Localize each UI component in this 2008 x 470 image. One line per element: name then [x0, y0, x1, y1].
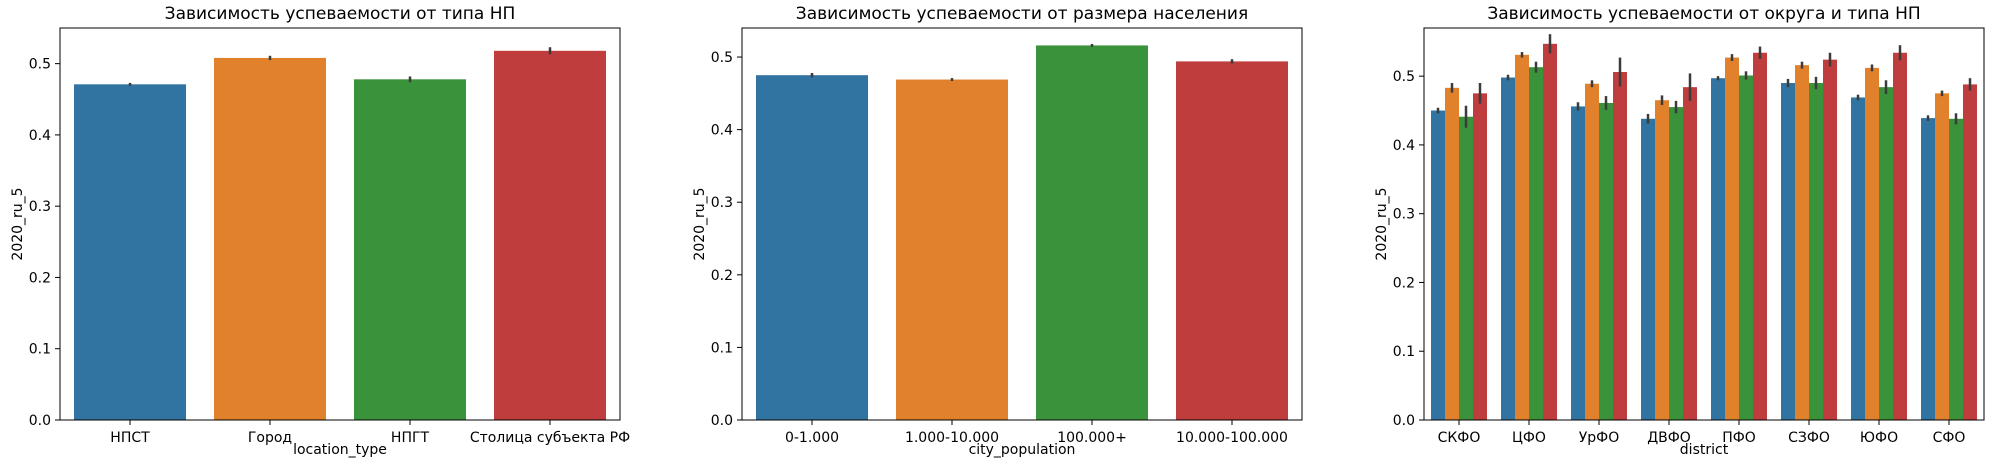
bar [1036, 45, 1148, 421]
y-axis-label: 2020_ru_5 [10, 187, 26, 260]
bar [1823, 59, 1837, 421]
bar [1963, 84, 1977, 421]
x-axis-label: city_population [969, 442, 1076, 458]
y-tick-label: 0.5 [29, 57, 51, 73]
bar [1641, 118, 1655, 421]
bar [1515, 54, 1529, 421]
x-tick-label: СКФО [1438, 430, 1481, 446]
plot-area: 0.0 0.1 0.2 0.3 0.4 0.5 НПСТ Город НПГТ Столица с… [29, 47, 630, 446]
y-tick-label: 0.2 [29, 270, 51, 286]
bar [1459, 116, 1473, 420]
bar [1865, 67, 1879, 420]
chart-panel-location-type: Зависимость успеваемости от типа НП 0.00… [10, 4, 630, 458]
y-tick-label: 0.4 [1393, 138, 1415, 154]
y-tick-label: 0.1 [29, 342, 51, 358]
bar [1473, 93, 1487, 420]
bar [74, 84, 186, 420]
y-axis-label: 2020_ru_5 [692, 187, 708, 260]
x-tick-label: ЮФО [1860, 430, 1898, 446]
y-tick-label: 0.3 [1393, 207, 1415, 223]
bar [1935, 93, 1949, 420]
x-tick-label: УрФО [1579, 430, 1620, 446]
chart-title: Зависимость успеваемости от размера насе… [796, 4, 1248, 24]
y-tick-label: 0.3 [29, 199, 51, 215]
plot-frame [741, 27, 1303, 421]
bar [1529, 67, 1543, 420]
bar [896, 79, 1008, 420]
bar [1921, 118, 1935, 421]
bar [1739, 75, 1753, 420]
x-tick-label: 10.000-100.000 [1176, 430, 1288, 446]
plot-frame [59, 27, 621, 421]
bar [1669, 107, 1683, 421]
plot-area: 0.0 0.1 0.2 0.3 0.4 0.5 СКФО ЦФО УрФО ДВФО ПФО СЗФО… [1393, 34, 1977, 446]
chart-title: Зависимость успеваемости от типа НП [165, 4, 516, 24]
bar [1725, 57, 1739, 420]
chart-panel-district: Зависимость успеваемости от округа и тип… [1374, 4, 1985, 458]
x-tick-label: 1.000-10.000 [905, 430, 999, 446]
bar [1893, 52, 1907, 420]
bar [1599, 102, 1613, 421]
y-axis-label: 2020_ru_5 [1374, 187, 1390, 260]
bar [494, 50, 606, 420]
x-tick-label: 0-1.000 [785, 430, 839, 446]
chart-title: Зависимость успеваемости от округа и тип… [1487, 4, 1920, 24]
chart-panel-city-population: Зависимость успеваемости от размера насе… [692, 4, 1303, 458]
bar [1879, 87, 1893, 420]
bar [756, 75, 868, 420]
y-tick-label: 0.0 [29, 413, 51, 429]
y-tick-label: 0.1 [1393, 344, 1415, 360]
x-tick-label: ПФО [1722, 430, 1756, 446]
bar [1613, 72, 1627, 420]
x-tick-label: НПГТ [391, 430, 430, 446]
x-tick-label: Город [248, 430, 292, 446]
x-tick-label: СЗФО [1788, 430, 1830, 446]
x-tick-label: ЦФО [1512, 430, 1546, 446]
x-tick-label: ДВФО [1647, 430, 1691, 446]
x-tick-label: СФО [1933, 430, 1966, 446]
plot-area: 0.0 0.1 0.2 0.3 0.4 0.5 0-1.000 1.000-10.000 100… [711, 43, 1288, 446]
bar [1949, 118, 1963, 421]
bar [1795, 65, 1809, 420]
y-tick-label: 0.4 [29, 128, 51, 144]
bar [1851, 97, 1865, 420]
bar [1683, 87, 1697, 420]
x-tick-label: Столица субъекта РФ [470, 430, 630, 446]
y-tick-label: 0.0 [1393, 413, 1415, 429]
bar [354, 79, 466, 421]
bar [1445, 87, 1459, 420]
x-axis-label: district [1680, 442, 1729, 458]
x-axis-label: location_type [293, 442, 387, 458]
bar [1431, 110, 1445, 421]
bar [214, 57, 326, 421]
y-tick-label: 0.3 [711, 195, 733, 211]
bar [1753, 52, 1767, 420]
y-tick-label: 0.5 [1393, 69, 1415, 85]
plot-frame [1423, 27, 1985, 421]
bar [1711, 78, 1725, 421]
bar [1809, 83, 1823, 420]
bar [1571, 106, 1585, 421]
y-tick-label: 0.2 [711, 268, 733, 284]
y-tick-label: 0.5 [711, 50, 733, 66]
bar [1585, 83, 1599, 420]
y-tick-label: 0.1 [711, 340, 733, 356]
y-tick-label: 0.4 [711, 123, 733, 139]
bar [1501, 77, 1515, 420]
bar [1781, 83, 1795, 420]
bar [1543, 43, 1557, 421]
bar [1176, 61, 1288, 421]
x-tick-label: НПСТ [110, 430, 150, 446]
y-tick-label: 0.2 [1393, 275, 1415, 291]
y-tick-label: 0.0 [711, 413, 733, 429]
bar [1655, 100, 1669, 421]
x-tick-label: 100.000+ [1057, 430, 1127, 446]
